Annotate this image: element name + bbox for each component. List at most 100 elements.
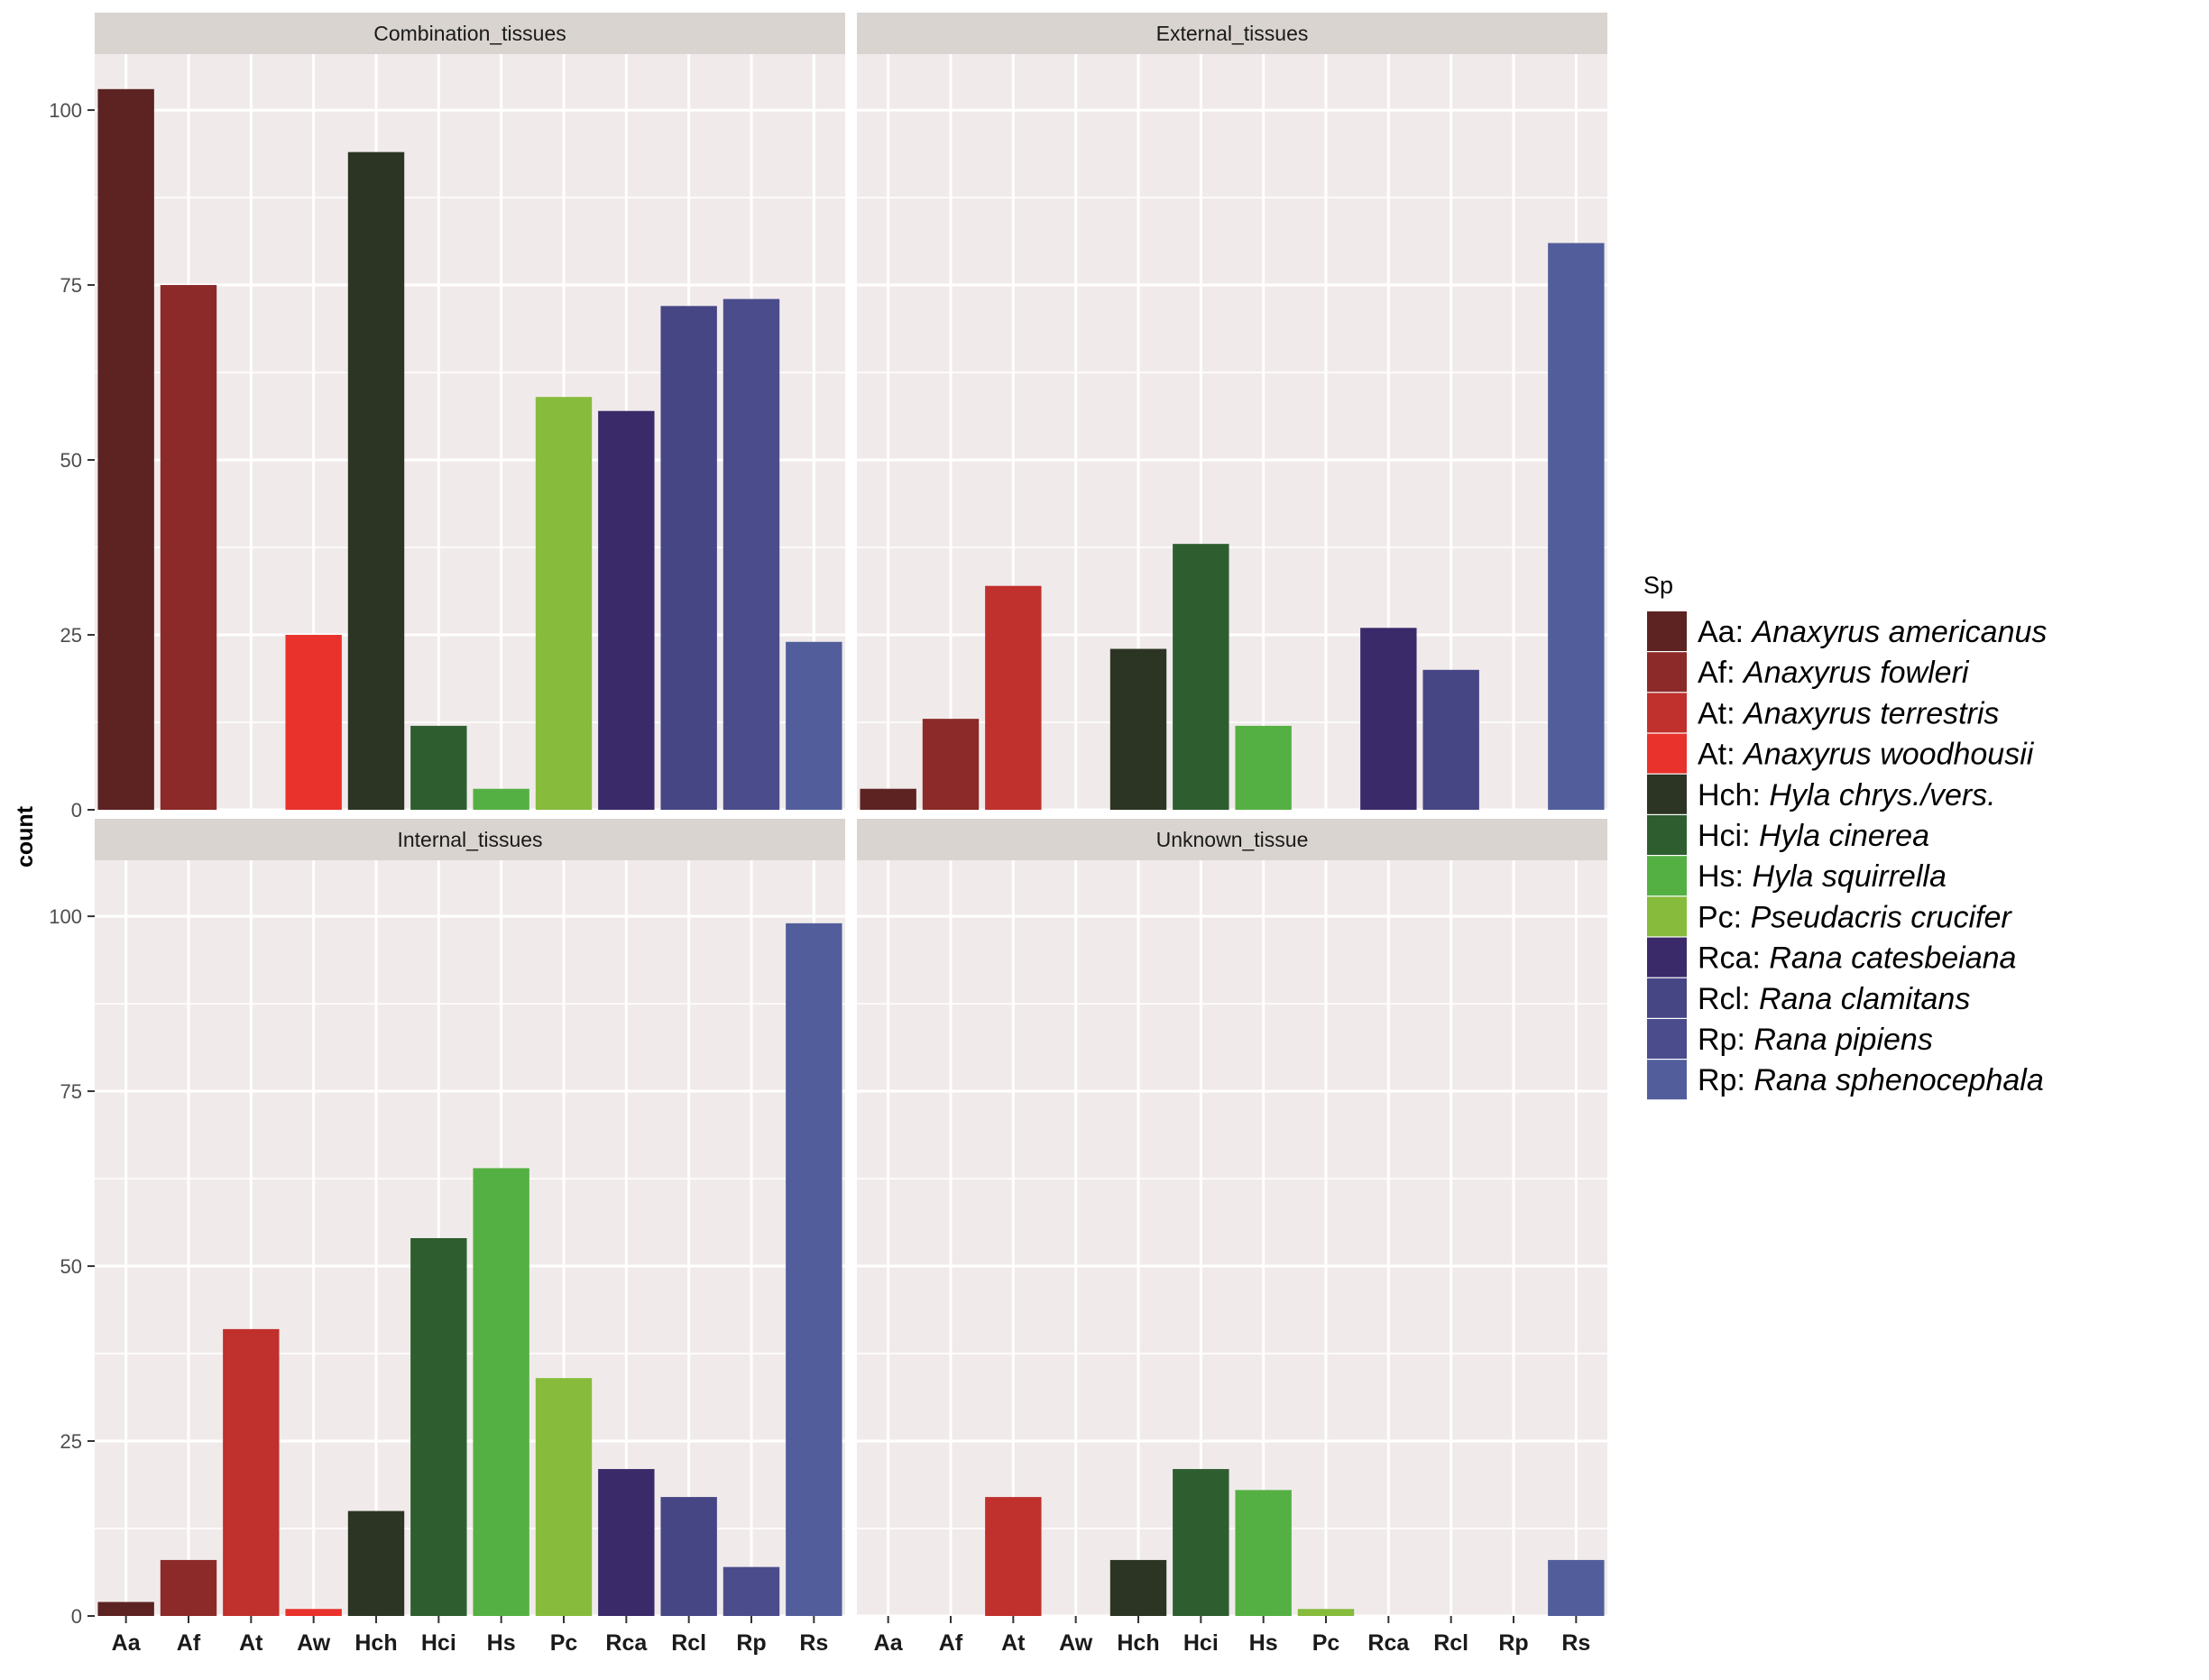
y-tick-label: 50 <box>60 1255 82 1278</box>
legend-label: At: Anaxyrus terrestris <box>1698 696 1999 730</box>
legend-label: Pc: Pseudacris crucifer <box>1698 900 2012 934</box>
legend-key <box>1647 611 1687 651</box>
panel-external-tissues: External_tissues <box>857 13 1607 812</box>
legend-label: Rca: Rana catesbeiana <box>1698 941 2016 976</box>
bar-internal-tissues-pc <box>535 1378 593 1616</box>
bar-combination-tissues-hch <box>347 151 405 810</box>
panel-internal-tissues: Internal_tissues 0 25 50 75 100 Aa Af At Aw Hch Hci… <box>49 819 845 1656</box>
x-tick-label-at: At <box>1001 1630 1026 1656</box>
legend-label: Aa: Anaxyrus americanus <box>1698 615 2047 649</box>
y-tick-label: 100 <box>49 99 82 122</box>
bar-combination-tissues-rcl <box>660 306 717 810</box>
x-tick-label-rs: Rs <box>1561 1630 1590 1656</box>
legend-label: Rcl: Rana clamitans <box>1698 982 1970 1016</box>
facet-strip <box>857 13 1607 54</box>
y-tick-label: 25 <box>60 1430 82 1453</box>
facet-strip-label: External_tissues <box>1156 22 1309 45</box>
legend-key <box>1647 978 1687 1018</box>
panel-combination-tissues: Combination_tissues 0 25 50 75 100 <box>49 13 845 822</box>
legend-species: Rana pipiens <box>1753 1023 1932 1057</box>
bar-internal-tissues-hs <box>473 1168 529 1616</box>
legend-item-anaxyrus-fowleri: Af: Anaxyrus fowleri <box>1647 652 1970 693</box>
facet-panels: Combination_tissues 0 25 50 75 100 External_ti… <box>49 13 1607 1656</box>
legend-key <box>1647 937 1687 978</box>
bar-internal-tissues-rca <box>598 1469 655 1616</box>
bar-combination-tissues-hs <box>473 788 529 810</box>
facet-strip-label: Unknown_tissue <box>1156 828 1309 851</box>
legend-item-anaxyrus-americanus: Aa: Anaxyrus americanus <box>1647 611 2047 651</box>
y-axis-label: count <box>13 805 38 868</box>
legend-code: At: <box>1698 696 1744 730</box>
bar-combination-tissues-aa <box>97 88 154 811</box>
legend-species: Hyla chrys./vers. <box>1769 778 1995 812</box>
legend-item-hyla-cinerea: Hci: Hyla cinerea <box>1647 815 1929 855</box>
y-tick-label: 75 <box>60 274 82 297</box>
x-tick-label-rca: Rca <box>605 1630 648 1656</box>
x-tick-label-rcl: Rcl <box>1433 1630 1468 1656</box>
legend-code: Pc: <box>1698 900 1751 934</box>
legend: Sp Aa: Anaxyrus americanus Af: Anaxyrus f… <box>1643 572 2047 1100</box>
y-tick-label: 75 <box>60 1080 82 1103</box>
legend-title: Sp <box>1643 572 1673 599</box>
legend-code: Rp: <box>1698 1063 1753 1097</box>
legend-key <box>1647 856 1687 896</box>
y-tick-label: 0 <box>71 799 82 822</box>
legend-code: Af: <box>1698 656 1744 690</box>
plot-background <box>95 54 845 810</box>
y-tick-label: 0 <box>71 1605 82 1628</box>
legend-label: Af: Anaxyrus fowleri <box>1698 656 1970 690</box>
legend-item-anaxyrus-terrestris: At: Anaxyrus terrestris <box>1647 693 1999 733</box>
legend-species: Anaxyrus woodhousii <box>1742 738 2035 772</box>
bar-combination-tissues-rs <box>786 641 842 810</box>
x-tick-label-rp: Rp <box>736 1630 766 1656</box>
legend-label: Rp: Rana pipiens <box>1698 1023 1933 1057</box>
x-tick-label-aw: Aw <box>1059 1630 1093 1656</box>
bar-internal-tissues-rcl <box>660 1497 717 1616</box>
legend-label: Hs: Hyla squirrella <box>1698 859 1947 894</box>
legend-key <box>1647 1060 1687 1100</box>
bar-unknown-tissue-hs <box>1235 1490 1292 1616</box>
panel-unknown-tissue: Unknown_tissue Aa Af At Aw Hch Hci Hs Pc Rca Rcl Rp… <box>857 819 1607 1656</box>
x-tick-label-hs: Hs <box>487 1630 516 1656</box>
legend-item-rana-sphenocephala: Rp: Rana sphenocephala <box>1647 1060 2044 1100</box>
legend-code: Rca: <box>1698 941 1769 976</box>
x-tick-label-rca: Rca <box>1367 1630 1410 1656</box>
legend-item-hyla-squirrella: Hs: Hyla squirrella <box>1647 856 1947 896</box>
legend-code: Rcl: <box>1698 982 1759 1016</box>
legend-key <box>1647 815 1687 855</box>
y-tick-label: 100 <box>49 905 82 928</box>
plot-background <box>95 860 845 1616</box>
legend-label: Hci: Hyla cinerea <box>1698 819 1929 853</box>
legend-item-rana-catesbeiana: Rca: Rana catesbeiana <box>1647 937 2016 978</box>
x-tick-label-pc: Pc <box>1312 1630 1340 1656</box>
legend-key <box>1647 733 1687 774</box>
facet-strip-label: Internal_tissues <box>397 828 542 851</box>
x-tick-label-hch: Hch <box>1117 1630 1159 1656</box>
bar-internal-tissues-aw <box>285 1609 342 1616</box>
x-tick-label-af: Af <box>939 1630 963 1656</box>
x-tick-label-rp: Rp <box>1498 1630 1528 1656</box>
legend-code: Hch: <box>1698 778 1769 812</box>
bar-internal-tissues-aa <box>97 1602 154 1616</box>
legend-item-hyla-chrys-vers: Hch: Hyla chrys./vers. <box>1647 774 1996 814</box>
facet-strip <box>95 819 845 860</box>
bar-unknown-tissue-at <box>985 1497 1042 1616</box>
legend-key <box>1647 896 1687 937</box>
bar-internal-tissues-rs <box>786 923 842 1616</box>
legend-key <box>1647 652 1687 693</box>
legend-key <box>1647 1019 1687 1059</box>
x-tick-label-rcl: Rcl <box>671 1630 706 1656</box>
facet-strip-label: Combination_tissues <box>373 22 566 45</box>
bar-internal-tissues-at <box>223 1328 280 1616</box>
y-tick-label: 50 <box>60 449 82 472</box>
bar-external-tissues-hch <box>1109 648 1167 810</box>
legend-species: Anaxyrus fowleri <box>1742 656 1970 690</box>
bar-combination-tissues-af <box>160 285 217 810</box>
legend-species: Anaxyrus americanus <box>1750 615 2047 649</box>
x-tick-label-aw: Aw <box>297 1630 331 1656</box>
legend-code: Hci: <box>1698 819 1759 853</box>
legend-species: Pseudacris crucifer <box>1751 900 2013 934</box>
bar-external-tissues-hs <box>1235 725 1292 810</box>
